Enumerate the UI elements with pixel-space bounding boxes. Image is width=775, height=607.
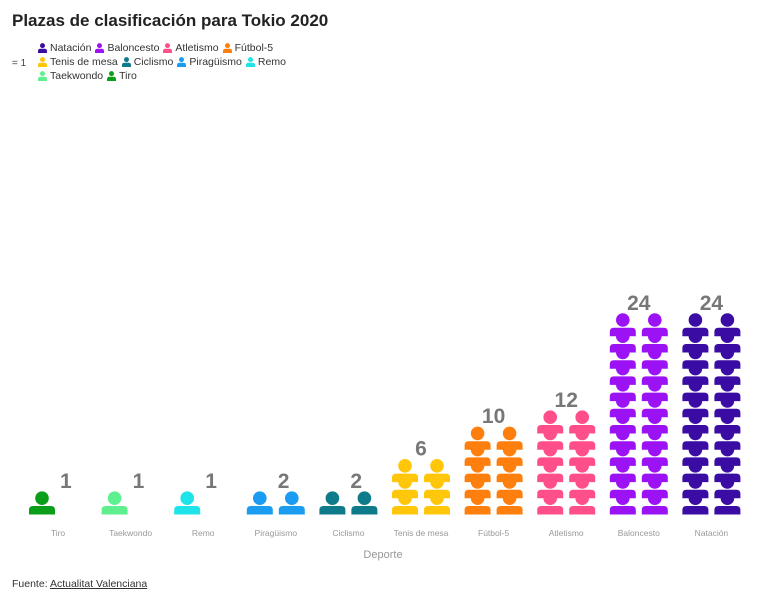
category-group: 24 Natación [682, 292, 741, 538]
category-label: Ciclismo [332, 528, 364, 538]
category-group: 10 Fútbol-5 [464, 405, 523, 538]
category-group: 6 Tenis de mesa [392, 438, 450, 538]
footer: Fuente: Actualitat Valenciana [12, 578, 147, 590]
person-icon [278, 491, 305, 515]
category-label: Remo [192, 528, 215, 538]
legend-row: Tenis de mesa Ciclismo Piragüismo Remo [38, 56, 290, 69]
person-icon [464, 426, 491, 450]
person-icon [569, 410, 596, 434]
value-label: 1 [205, 470, 217, 493]
legend-label: Taekwondo [50, 70, 104, 82]
legend-label: Natación [50, 42, 92, 54]
legend-label: Tiro [119, 70, 137, 82]
person-icon [121, 57, 131, 67]
legend-label: Remo [257, 56, 286, 68]
legend-row: Natación Baloncesto Atletismo Fútbol-5 [38, 42, 277, 55]
legend-item: Fútbol-5 [222, 42, 274, 54]
source-link[interactable]: Actualitat Valenciana [49, 578, 148, 590]
category-group: 1 Tiro [29, 470, 72, 538]
value-label: 2 [350, 470, 362, 493]
value-label: 1 [133, 470, 145, 493]
category-group: 12 Atletismo [537, 389, 596, 538]
person-icon [222, 43, 232, 53]
x-axis-label: Deporte [363, 549, 402, 561]
source-prefix: Fuente: [12, 578, 50, 590]
category-group: 2 Piragüismo [246, 470, 305, 538]
legend-label: Baloncesto [107, 42, 160, 54]
person-icon [319, 491, 346, 515]
category-label: Tiro [51, 528, 66, 538]
person-icon [682, 313, 709, 337]
person-icon [95, 43, 105, 53]
legend-label: Piragüismo [189, 56, 242, 68]
category-group: 1 Taekwondo [101, 470, 152, 538]
person-icon [641, 313, 668, 337]
person-icon [609, 313, 636, 337]
value-label: 24 [627, 292, 651, 315]
category-label: Atletismo [549, 528, 584, 538]
person-icon [101, 491, 128, 515]
legend-item: Atletismo [163, 42, 219, 54]
value-label: 12 [555, 389, 578, 412]
legend-item: Piragüismo [177, 56, 242, 68]
category-group: 2 Ciclismo [319, 470, 378, 538]
legend-label: Atletismo [175, 42, 219, 54]
legend-item: Tenis de mesa [38, 56, 118, 68]
person-icon [163, 43, 173, 53]
person-icon [245, 57, 255, 67]
person-icon [38, 43, 47, 53]
person-icon [424, 459, 450, 483]
category-label: Baloncesto [618, 528, 660, 538]
legend-item: Remo [245, 56, 286, 68]
value-label: 1 [60, 470, 72, 493]
person-icon [392, 459, 418, 483]
legend-item: Taekwondo [38, 70, 103, 82]
legend-item: Ciclismo [121, 56, 174, 68]
category-label: Tenis de mesa [394, 528, 449, 538]
person-icon [174, 491, 201, 515]
value-label: 2 [278, 470, 290, 493]
person-icon [29, 491, 55, 515]
person-icon [246, 491, 273, 515]
person-icon [107, 71, 117, 81]
chart-title: Plazas de clasificación para Tokio 2020 [12, 11, 329, 30]
legend-label: Tenis de mesa [50, 56, 118, 68]
legend-item: Tiro [107, 70, 137, 82]
legend-label: Fútbol-5 [234, 42, 274, 54]
category-label: Piragüismo [255, 528, 298, 538]
category-group: 1 Remo [174, 470, 217, 538]
legend-item: Natación [38, 42, 91, 54]
person-icon [351, 491, 378, 515]
category-label: Natación [695, 528, 729, 538]
category-group: 24 Baloncesto [609, 292, 668, 538]
category-label: Fútbol-5 [478, 528, 509, 538]
person-icon [714, 313, 741, 337]
person-icon [496, 426, 523, 450]
person-icon [38, 57, 47, 67]
legend-unit-note: = 1 [12, 58, 27, 69]
value-label: 10 [482, 405, 505, 428]
category-label: Taekwondo [109, 528, 152, 538]
person-icon [177, 57, 187, 67]
person-icon [537, 410, 564, 434]
value-label: 24 [700, 292, 724, 315]
legend-row: Taekwondo Tiro [38, 70, 141, 83]
person-icon [38, 71, 47, 81]
legend-label: Ciclismo [133, 56, 174, 68]
legend-item: Baloncesto [95, 42, 159, 54]
value-label: 6 [415, 438, 427, 461]
